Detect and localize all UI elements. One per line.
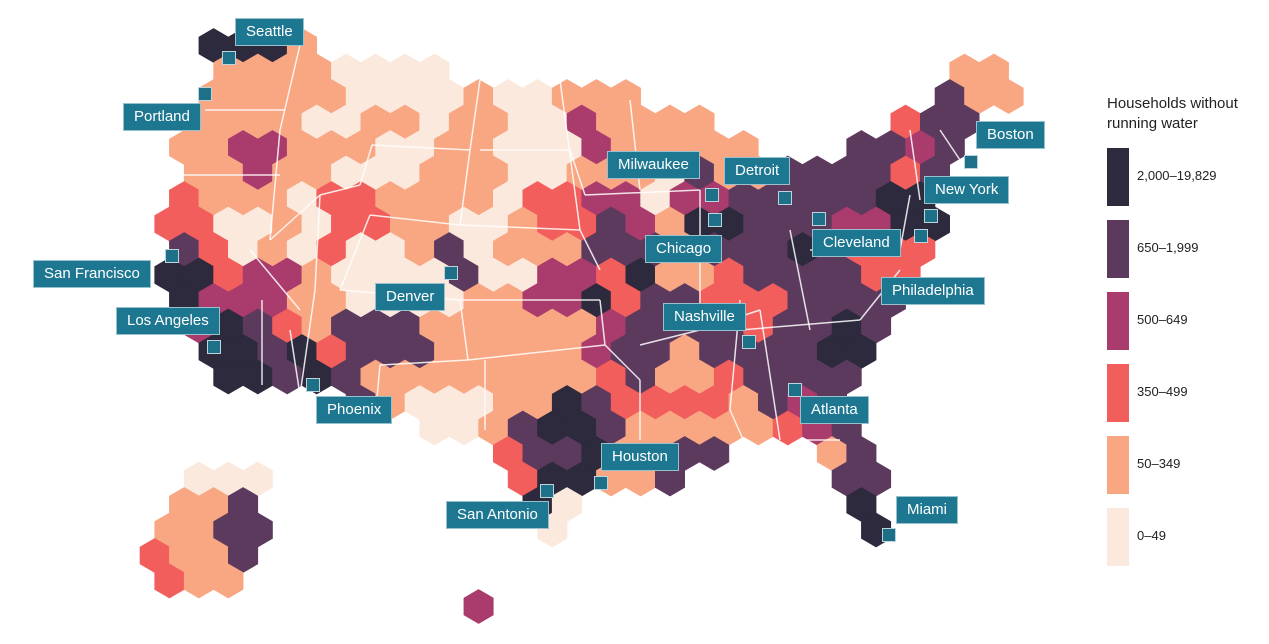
new-york-marker bbox=[924, 209, 938, 223]
city-label-portland: Portland bbox=[123, 103, 201, 131]
legend-item: 50–349 bbox=[1107, 436, 1267, 508]
seattle-marker bbox=[222, 51, 236, 65]
state-border bbox=[319, 184, 361, 196]
state-border bbox=[459, 149, 471, 226]
atlanta-marker bbox=[788, 383, 802, 397]
san-antonio-marker bbox=[540, 484, 554, 498]
city-label-seattle: Seattle bbox=[235, 18, 304, 46]
san-francisco-marker bbox=[165, 249, 179, 263]
state-border bbox=[789, 229, 811, 331]
city-label-los-angeles: Los Angeles bbox=[116, 307, 220, 335]
state-border bbox=[371, 144, 471, 151]
miami-marker bbox=[882, 528, 896, 542]
state-border bbox=[359, 144, 373, 186]
state-border bbox=[467, 344, 606, 361]
state-border bbox=[339, 214, 371, 291]
legend-item: 350–499 bbox=[1107, 364, 1267, 436]
state-border bbox=[909, 129, 921, 201]
state-border bbox=[299, 289, 316, 396]
chicago-marker bbox=[708, 213, 722, 227]
city-label-philadelphia: Philadelphia bbox=[881, 277, 985, 305]
portland-marker bbox=[198, 87, 212, 101]
legend-item: 650–1,999 bbox=[1107, 220, 1267, 292]
milwaukee-marker bbox=[705, 188, 719, 202]
state-border bbox=[939, 129, 961, 161]
legend-swatch bbox=[1107, 508, 1129, 566]
state-border bbox=[639, 329, 701, 346]
hex-cell bbox=[993, 79, 1024, 114]
state-border bbox=[289, 329, 301, 396]
legend-swatch bbox=[1107, 220, 1129, 278]
legend-item: 0–49 bbox=[1107, 508, 1267, 580]
state-border bbox=[599, 299, 606, 346]
city-label-denver: Denver bbox=[375, 283, 446, 311]
phoenix-marker bbox=[306, 378, 320, 392]
legend-label: 500–649 bbox=[1137, 312, 1188, 327]
state-border bbox=[729, 409, 751, 456]
detroit-marker bbox=[778, 191, 792, 205]
city-label-milwaukee: Milwaukee bbox=[607, 151, 700, 179]
state-border bbox=[759, 309, 781, 441]
city-label-boston: Boston bbox=[976, 121, 1045, 149]
city-label-houston: Houston bbox=[601, 443, 679, 471]
legend-title-line1: Households without bbox=[1107, 95, 1238, 112]
los-angeles-marker bbox=[207, 340, 221, 354]
hex-cell bbox=[699, 436, 730, 471]
legend: Households without running water 2,000–1… bbox=[1107, 94, 1267, 580]
legend-swatch bbox=[1107, 364, 1129, 422]
state-border bbox=[279, 44, 301, 131]
state-border bbox=[379, 359, 469, 366]
legend-title-line2: running water bbox=[1107, 115, 1198, 132]
philadelphia-marker bbox=[914, 229, 928, 243]
state-border bbox=[459, 299, 469, 361]
nashville-marker bbox=[742, 335, 756, 349]
state-border bbox=[899, 194, 911, 251]
state-border bbox=[269, 194, 321, 241]
state-borders bbox=[180, 44, 961, 456]
city-label-san-francisco: San Francisco bbox=[33, 260, 151, 288]
houston-marker bbox=[594, 476, 608, 490]
state-border bbox=[579, 229, 601, 271]
state-border bbox=[459, 224, 581, 231]
city-label-detroit: Detroit bbox=[724, 157, 791, 185]
hex-cell bbox=[213, 563, 244, 599]
hex-cell bbox=[463, 589, 494, 624]
city-label-cleveland: Cleveland bbox=[812, 229, 901, 257]
city-label-atlanta: Atlanta bbox=[800, 396, 869, 424]
state-border bbox=[569, 149, 586, 196]
legend-item: 2,000–19,829 bbox=[1107, 148, 1267, 220]
city-label-miami: Miami bbox=[896, 496, 958, 524]
state-border bbox=[269, 129, 281, 241]
state-border bbox=[584, 189, 701, 196]
state-border bbox=[314, 194, 321, 291]
city-label-nashville: Nashville bbox=[663, 303, 746, 331]
state-border bbox=[469, 79, 481, 151]
cleveland-marker bbox=[812, 212, 826, 226]
legend-swatch bbox=[1107, 292, 1129, 350]
legend-label: 2,000–19,829 bbox=[1137, 168, 1217, 183]
legend-label: 0–49 bbox=[1137, 528, 1166, 543]
state-border bbox=[739, 319, 861, 331]
state-border bbox=[369, 214, 461, 226]
state-border bbox=[559, 79, 581, 231]
state-border bbox=[249, 249, 301, 311]
legend-label: 350–499 bbox=[1137, 384, 1188, 399]
denver-marker bbox=[444, 266, 458, 280]
legend-item: 500–649 bbox=[1107, 292, 1267, 364]
state-border bbox=[604, 344, 641, 381]
legend-label: 50–349 bbox=[1137, 456, 1181, 471]
city-label-phoenix: Phoenix bbox=[316, 396, 393, 424]
legend-label: 650–1,999 bbox=[1137, 240, 1199, 255]
city-label-san-antonio: San Antonio bbox=[446, 501, 549, 529]
legend-swatch bbox=[1107, 436, 1129, 494]
legend-swatch bbox=[1107, 148, 1129, 206]
legend-title: Households without running water bbox=[1107, 94, 1267, 134]
city-label-new-york: New York bbox=[924, 176, 1010, 204]
city-label-chicago: Chicago bbox=[645, 235, 723, 263]
boston-marker bbox=[964, 155, 978, 169]
